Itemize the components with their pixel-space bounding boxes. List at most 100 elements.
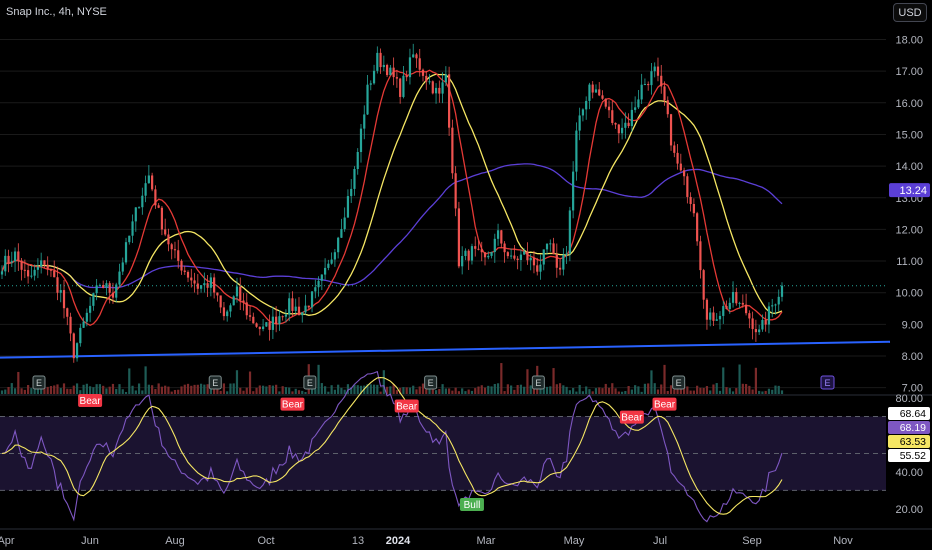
volume-bar [216, 385, 219, 394]
volume-bar [712, 384, 715, 394]
earnings-marker[interactable]: E [424, 375, 438, 390]
candle-body [46, 264, 49, 270]
earnings-marker-box[interactable] [32, 375, 46, 390]
earnings-marker[interactable]: E [531, 375, 545, 390]
signal-label: Bear [654, 400, 676, 411]
candle-body [281, 316, 284, 318]
volume-bar [663, 364, 666, 394]
candle-body [53, 270, 56, 278]
candle-body [183, 270, 186, 272]
candle-body [627, 122, 630, 127]
volume-bar [470, 390, 474, 394]
volume-bar [154, 389, 157, 394]
candle-body [13, 251, 17, 262]
volume-bar [43, 387, 46, 394]
signal-box[interactable] [459, 497, 484, 511]
candle-body [170, 244, 173, 250]
bear-signal[interactable]: Bear [619, 410, 644, 424]
earnings-marker-box[interactable] [531, 375, 545, 390]
bear-signal[interactable]: Bear [394, 399, 419, 413]
volume-bar [248, 371, 252, 394]
signal-box[interactable] [652, 397, 677, 411]
earnings-marker[interactable]: E [32, 375, 46, 390]
candle-body [722, 306, 725, 316]
candle-body [36, 266, 39, 270]
candle-body [431, 81, 434, 94]
signal-box[interactable] [78, 393, 103, 407]
candle-body [735, 292, 738, 304]
candle-body [529, 257, 532, 261]
volume-bar [709, 390, 712, 394]
candle-body [754, 329, 757, 333]
earnings-marker-box[interactable] [672, 375, 686, 390]
volume-bar [245, 387, 248, 394]
bear-signal[interactable]: Bear [78, 393, 103, 407]
currency-button[interactable]: USD [893, 3, 927, 22]
volume-bar [183, 384, 186, 394]
volume-bar [372, 384, 376, 394]
candle-body [591, 84, 594, 93]
volume-bar [748, 385, 751, 394]
rsi-value-label: 63.53 [900, 436, 926, 448]
candle-body [275, 316, 278, 325]
volume-bar [454, 387, 457, 394]
candle-body [23, 269, 26, 271]
candle-body [510, 255, 513, 257]
signal-box[interactable] [619, 410, 644, 424]
candle-body [95, 285, 98, 294]
volume-bar [620, 391, 624, 394]
candle-body [40, 260, 43, 267]
volume-bar [288, 387, 291, 394]
candle-body [346, 196, 350, 218]
support-trendline[interactable] [0, 340, 891, 359]
earnings-marker-box[interactable] [303, 375, 317, 390]
candle-body [686, 176, 689, 197]
earnings-marker[interactable]: E [303, 375, 317, 390]
candle-body [562, 254, 565, 270]
volume-bar [147, 384, 150, 394]
volume-bar [359, 385, 363, 394]
signal-box[interactable] [394, 399, 419, 413]
candle-body [0, 271, 4, 275]
earnings-marker[interactable]: E [672, 375, 686, 390]
candle-body [745, 304, 748, 314]
candle-body [20, 260, 23, 270]
candle-body [307, 305, 310, 308]
candle-body [526, 251, 529, 261]
volume-bar [532, 386, 536, 394]
volume-bar [758, 390, 761, 394]
volume-bar [745, 383, 748, 394]
volume-bar [23, 389, 26, 394]
candle-body [4, 255, 7, 272]
candle-body [421, 69, 425, 76]
upcoming-earnings-marker[interactable]: E [820, 375, 835, 390]
candle-body [151, 175, 154, 190]
volume-bar [598, 387, 601, 394]
upcoming-earnings-box[interactable] [820, 375, 835, 390]
volume-bar [496, 383, 500, 394]
candle-body [190, 277, 193, 281]
time-axis-label: Mar [477, 535, 496, 547]
bear-signal[interactable]: Bear [280, 397, 305, 411]
volume-bar [754, 367, 757, 394]
candle-body [454, 173, 457, 209]
volume-bar [493, 383, 496, 394]
bull-signal[interactable]: Bull [459, 497, 484, 511]
earnings-marker[interactable]: E [208, 375, 222, 390]
candle-body [448, 74, 451, 128]
earnings-marker-box[interactable] [424, 375, 438, 390]
volume-bar [634, 385, 637, 394]
bear-signal[interactable]: Bear [652, 397, 677, 411]
candle-body [72, 333, 75, 359]
volume-bar [676, 385, 679, 394]
price-line-label-box [889, 183, 930, 198]
candle-body [115, 284, 118, 298]
volume-bar [346, 384, 350, 394]
time-axis-label: Nov [833, 535, 853, 547]
earnings-marker-box[interactable] [208, 375, 222, 390]
volume-bar [412, 385, 415, 394]
candle-body [552, 243, 555, 255]
signal-box[interactable] [280, 397, 305, 411]
volume-bar [395, 390, 398, 394]
